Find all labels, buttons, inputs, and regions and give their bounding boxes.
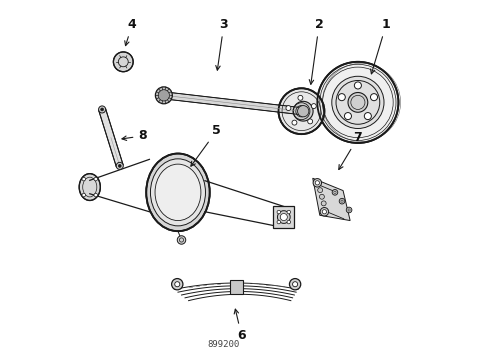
Circle shape bbox=[370, 94, 377, 101]
Text: 899200: 899200 bbox=[208, 339, 240, 348]
Text: 7: 7 bbox=[339, 131, 362, 170]
Circle shape bbox=[294, 101, 313, 121]
Circle shape bbox=[298, 95, 303, 100]
Circle shape bbox=[94, 177, 98, 181]
Circle shape bbox=[119, 165, 121, 167]
Circle shape bbox=[280, 213, 287, 221]
Circle shape bbox=[322, 210, 326, 214]
Circle shape bbox=[338, 94, 345, 101]
Circle shape bbox=[98, 106, 106, 113]
Polygon shape bbox=[164, 92, 302, 115]
Circle shape bbox=[158, 90, 170, 101]
Circle shape bbox=[365, 113, 371, 120]
Ellipse shape bbox=[150, 159, 205, 226]
Bar bbox=[273, 207, 294, 228]
Circle shape bbox=[287, 220, 291, 224]
Polygon shape bbox=[99, 108, 123, 167]
Circle shape bbox=[82, 177, 86, 181]
Circle shape bbox=[278, 88, 324, 134]
Circle shape bbox=[290, 279, 301, 290]
Circle shape bbox=[332, 76, 384, 129]
Circle shape bbox=[116, 162, 123, 170]
Circle shape bbox=[101, 108, 103, 111]
Circle shape bbox=[287, 210, 291, 214]
Circle shape bbox=[320, 207, 329, 216]
Circle shape bbox=[308, 119, 313, 124]
Circle shape bbox=[321, 201, 326, 206]
Ellipse shape bbox=[155, 164, 201, 221]
Circle shape bbox=[175, 282, 180, 287]
Circle shape bbox=[348, 93, 368, 112]
Circle shape bbox=[311, 104, 317, 109]
Circle shape bbox=[292, 120, 297, 125]
Circle shape bbox=[94, 193, 98, 197]
Circle shape bbox=[346, 207, 352, 213]
Circle shape bbox=[286, 105, 291, 111]
Text: 3: 3 bbox=[216, 18, 228, 70]
Polygon shape bbox=[313, 178, 350, 221]
Circle shape bbox=[277, 211, 290, 224]
Text: 2: 2 bbox=[309, 18, 323, 84]
Circle shape bbox=[293, 282, 297, 287]
Circle shape bbox=[339, 198, 345, 204]
Circle shape bbox=[344, 113, 351, 120]
Circle shape bbox=[319, 194, 324, 199]
Text: 8: 8 bbox=[122, 129, 147, 143]
Circle shape bbox=[113, 52, 133, 72]
Circle shape bbox=[172, 279, 183, 290]
Circle shape bbox=[332, 189, 338, 195]
Circle shape bbox=[177, 236, 186, 244]
Ellipse shape bbox=[146, 153, 210, 231]
Text: 4: 4 bbox=[125, 18, 137, 46]
Circle shape bbox=[354, 82, 362, 89]
Circle shape bbox=[318, 188, 322, 193]
Ellipse shape bbox=[79, 174, 100, 201]
Circle shape bbox=[277, 220, 281, 224]
Circle shape bbox=[297, 105, 309, 117]
Text: 1: 1 bbox=[370, 18, 391, 74]
Circle shape bbox=[155, 87, 172, 104]
Circle shape bbox=[341, 200, 343, 202]
Text: 6: 6 bbox=[234, 309, 246, 342]
Circle shape bbox=[318, 62, 398, 143]
Circle shape bbox=[277, 210, 281, 214]
Circle shape bbox=[348, 209, 350, 211]
Bar bbox=[230, 280, 243, 294]
Circle shape bbox=[313, 179, 321, 187]
Circle shape bbox=[315, 181, 319, 185]
Circle shape bbox=[82, 193, 86, 197]
Text: 5: 5 bbox=[191, 124, 221, 166]
Circle shape bbox=[334, 191, 336, 193]
